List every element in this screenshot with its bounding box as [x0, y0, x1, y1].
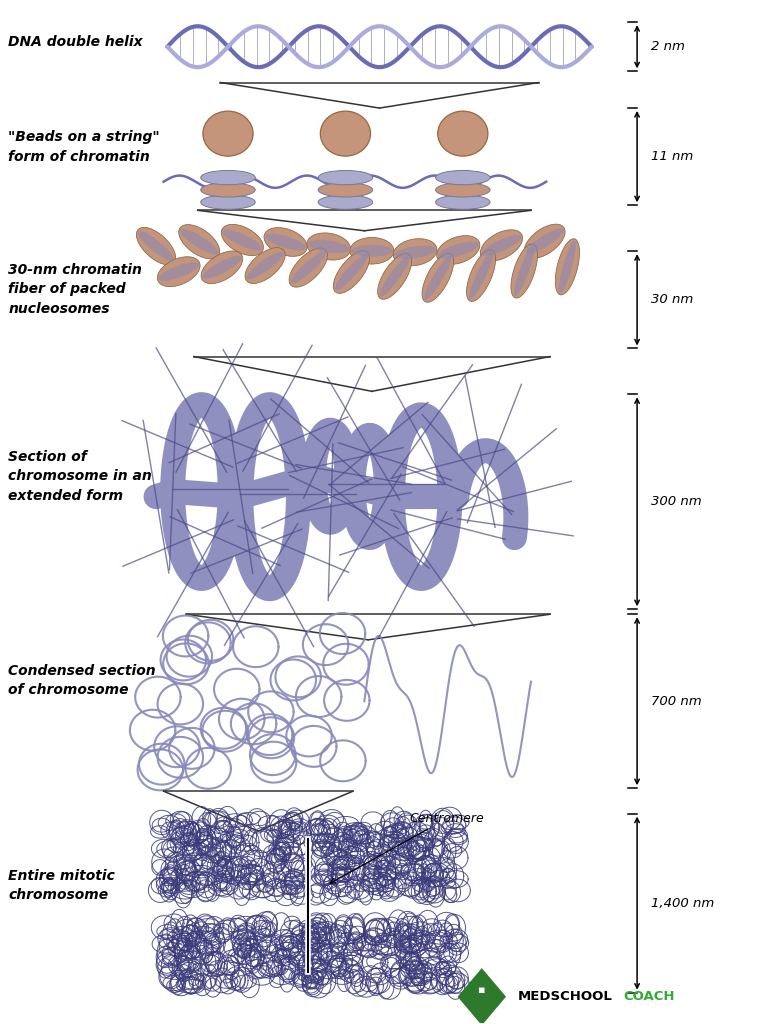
Ellipse shape — [438, 112, 488, 156]
Ellipse shape — [525, 228, 564, 254]
Ellipse shape — [180, 229, 219, 254]
Text: 1,400 nm: 1,400 nm — [650, 897, 714, 909]
Ellipse shape — [559, 241, 576, 293]
Polygon shape — [458, 968, 506, 1024]
Text: COACH: COACH — [623, 990, 675, 1004]
Text: Section of
chromosome in an
extended form: Section of chromosome in an extended for… — [8, 450, 152, 503]
Ellipse shape — [511, 244, 537, 298]
Ellipse shape — [308, 240, 349, 253]
Ellipse shape — [436, 182, 490, 197]
Ellipse shape — [320, 112, 370, 156]
Ellipse shape — [318, 195, 373, 209]
Ellipse shape — [291, 252, 326, 284]
Ellipse shape — [436, 195, 490, 209]
Ellipse shape — [380, 256, 410, 297]
Text: 30-nm chromatin
fiber of packed
nucleosomes: 30-nm chromatin fiber of packed nucleoso… — [8, 262, 142, 315]
Ellipse shape — [203, 112, 253, 156]
Ellipse shape — [436, 170, 490, 184]
Ellipse shape — [438, 242, 479, 258]
Ellipse shape — [514, 246, 534, 296]
Text: "Beads on a string"
form of chromatin: "Beads on a string" form of chromatin — [8, 130, 160, 164]
Ellipse shape — [393, 239, 437, 266]
Text: 700 nm: 700 nm — [650, 694, 701, 708]
Ellipse shape — [200, 182, 255, 197]
Ellipse shape — [318, 182, 373, 197]
Ellipse shape — [395, 246, 436, 259]
Ellipse shape — [524, 224, 565, 258]
Ellipse shape — [469, 252, 493, 299]
Ellipse shape — [159, 262, 199, 281]
Ellipse shape — [351, 245, 393, 257]
Text: 11 nm: 11 nm — [650, 151, 693, 163]
Text: 30 nm: 30 nm — [650, 293, 693, 306]
Ellipse shape — [157, 257, 200, 287]
Ellipse shape — [265, 233, 306, 250]
Ellipse shape — [424, 256, 452, 300]
Ellipse shape — [222, 224, 263, 256]
Ellipse shape — [247, 252, 284, 280]
Ellipse shape — [200, 195, 255, 209]
Text: Condensed section
of chromosome: Condensed section of chromosome — [8, 664, 156, 697]
Text: 300 nm: 300 nm — [650, 496, 701, 508]
Ellipse shape — [335, 254, 368, 291]
Ellipse shape — [422, 253, 454, 302]
Text: ▪: ▪ — [478, 984, 486, 994]
Ellipse shape — [350, 238, 394, 264]
Text: 2 nm: 2 nm — [650, 40, 685, 53]
Ellipse shape — [137, 227, 175, 265]
Ellipse shape — [203, 256, 241, 279]
Text: MEDSCHOOL: MEDSCHOOL — [518, 990, 613, 1004]
Ellipse shape — [222, 229, 263, 251]
Ellipse shape — [556, 239, 579, 295]
Ellipse shape — [333, 251, 370, 294]
Ellipse shape — [467, 250, 496, 301]
Ellipse shape — [264, 227, 307, 256]
Ellipse shape — [378, 253, 411, 299]
Text: Entire mitotic
chromosome: Entire mitotic chromosome — [8, 868, 115, 902]
Ellipse shape — [200, 170, 255, 184]
Ellipse shape — [245, 248, 285, 284]
Text: Centromere: Centromere — [330, 812, 484, 884]
Ellipse shape — [307, 232, 351, 260]
Ellipse shape — [318, 170, 373, 184]
Ellipse shape — [201, 251, 243, 284]
Text: DNA double helix: DNA double helix — [8, 35, 143, 48]
Ellipse shape — [480, 229, 523, 261]
Ellipse shape — [436, 236, 480, 264]
Ellipse shape — [289, 248, 327, 287]
Ellipse shape — [178, 224, 219, 259]
Ellipse shape — [138, 231, 175, 261]
Ellipse shape — [481, 234, 521, 256]
